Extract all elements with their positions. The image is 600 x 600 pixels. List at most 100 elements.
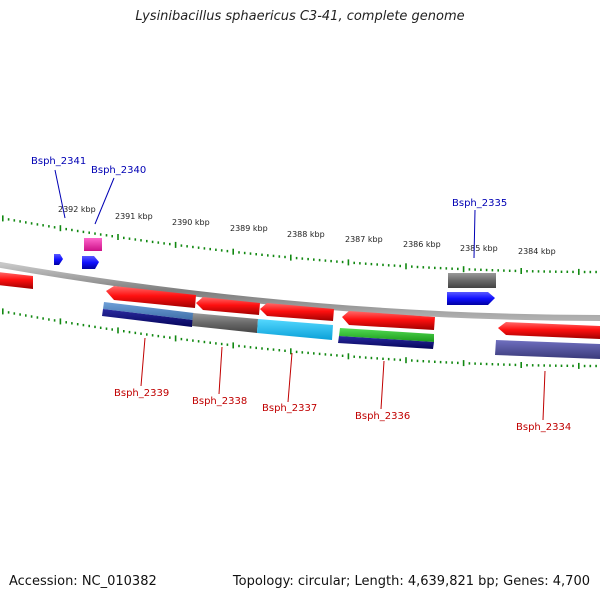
scale-label: 2392 kbp [58, 205, 96, 214]
minor-tick [209, 247, 211, 251]
leader-line [218, 346, 223, 395]
minor-tick [36, 223, 39, 226]
minor-tick [261, 253, 263, 256]
scale-label: 2384 kbp [518, 247, 556, 256]
minor-tick [36, 316, 39, 319]
gene-bsph2337[interactable] [260, 303, 334, 321]
scale-label: 2385 kbp [460, 244, 498, 253]
minor-tick [163, 242, 165, 245]
gene-bsph2340[interactable] [82, 256, 99, 269]
gene-feature-pink[interactable] [84, 238, 102, 251]
major-tick [405, 263, 407, 270]
minor-tick [94, 325, 96, 329]
minor-tick [295, 350, 298, 354]
gene-label-reverse[interactable]: Bsph_2337 [262, 403, 317, 414]
gene-label-forward[interactable]: Bsph_2340 [91, 165, 146, 176]
scale-label: 2387 kbp [345, 235, 383, 244]
minor-tick [330, 259, 332, 263]
minor-tick [278, 255, 281, 258]
band-navy [338, 336, 434, 349]
minor-tick [42, 224, 44, 227]
minor-tick [555, 270, 557, 273]
gene-label-reverse[interactable]: Bsph_2339 [114, 388, 169, 399]
gene-bsph2338[interactable] [196, 297, 260, 315]
gene-red-edge[interactable] [0, 272, 33, 289]
minor-tick [514, 269, 517, 273]
gene-feature-grey[interactable] [448, 273, 496, 288]
minor-tick [53, 226, 56, 229]
major-tick [347, 259, 350, 266]
minor-tick [30, 222, 33, 225]
gene-label-reverse[interactable]: Bsph_2334 [516, 422, 571, 433]
minor-tick [399, 358, 401, 362]
minor-tick [382, 263, 384, 267]
leader-line [473, 209, 476, 259]
minor-tick [163, 335, 165, 339]
minor-tick [393, 358, 396, 361]
gene-label-forward[interactable]: Bsph_2335 [452, 198, 507, 209]
minor-tick [220, 249, 223, 252]
map-title: Lysinibacillus sphaericus C3-41, complet… [135, 9, 465, 24]
gene-label-forward[interactable]: Bsph_2341 [31, 156, 86, 167]
leader-line [54, 169, 66, 219]
gene-label-reverse[interactable]: Bsph_2336 [355, 411, 410, 422]
minor-tick [318, 352, 321, 356]
minor-tick [572, 364, 574, 368]
gene-bsph2339[interactable] [106, 286, 196, 308]
minor-tick [65, 227, 67, 231]
major-tick [59, 318, 62, 325]
minor-tick [272, 348, 275, 351]
minor-tick [71, 228, 73, 232]
gene-label-reverse[interactable]: Bsph_2338 [192, 396, 247, 407]
minor-tick [416, 359, 419, 363]
minor-tick [595, 364, 597, 368]
minor-tick [226, 343, 229, 346]
minor-tick [457, 361, 459, 365]
minor-tick [560, 270, 563, 273]
minor-tick [434, 266, 436, 270]
minor-tick [393, 264, 396, 267]
minor-tick [364, 262, 367, 265]
minor-tick [76, 229, 79, 233]
genome-summary-text: Topology: circular; Length: 4,639,821 bp… [232, 574, 590, 589]
minor-tick [140, 332, 142, 335]
minor-tick [387, 264, 390, 267]
minor-tick [301, 351, 304, 354]
minor-tick [359, 262, 361, 265]
major-tick [578, 362, 580, 369]
minor-tick [111, 328, 113, 331]
minor-tick [566, 364, 569, 367]
minor-tick [428, 360, 430, 363]
minor-tick [353, 355, 355, 358]
minor-tick [249, 252, 252, 255]
gene-bsph2341[interactable] [54, 254, 63, 265]
minor-tick [399, 264, 401, 268]
minor-tick [295, 256, 298, 260]
minor-tick [480, 362, 482, 365]
minor-tick [508, 363, 511, 366]
major-tick [117, 234, 119, 240]
gene-bsph2335[interactable] [447, 292, 495, 305]
gene-bsph2336[interactable] [342, 311, 435, 330]
minor-tick [215, 248, 217, 251]
minor-tick [7, 311, 10, 314]
minor-tick [243, 251, 246, 255]
minor-tick [307, 351, 309, 355]
minor-tick [53, 319, 56, 322]
minor-tick [583, 364, 586, 368]
major-tick [347, 353, 350, 360]
minor-tick [474, 362, 476, 365]
minor-tick [88, 324, 90, 328]
minor-tick [503, 269, 505, 272]
minor-tick [157, 334, 160, 338]
scale-label: 2391 kbp [115, 212, 153, 221]
minor-tick [261, 347, 263, 350]
minor-tick [491, 269, 494, 272]
gene-bsph2334[interactable] [498, 322, 600, 339]
accession-text: Accession: NC_010382 [9, 574, 157, 589]
minor-tick [215, 342, 217, 345]
minor-tick [468, 268, 471, 271]
minor-tick [13, 312, 16, 315]
minor-tick [123, 330, 125, 333]
minor-tick [595, 270, 597, 274]
